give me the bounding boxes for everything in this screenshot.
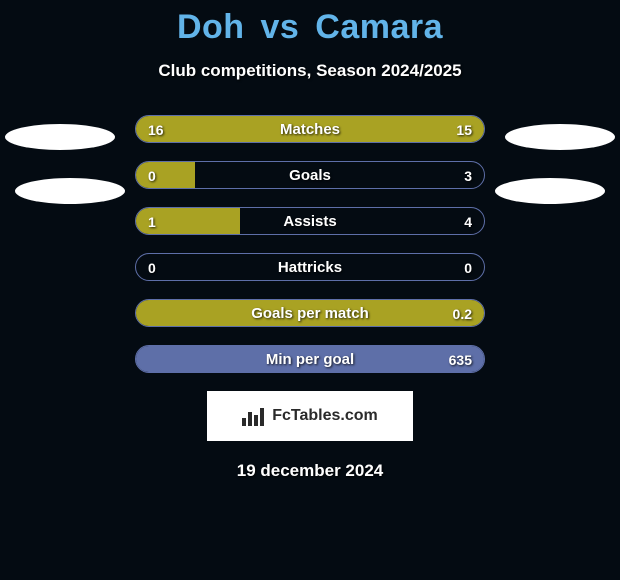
vs-text: vs	[261, 8, 300, 46]
stat-value-right: 0	[464, 254, 472, 281]
stat-value-right: 0.2	[453, 300, 472, 327]
stat-label: Goals per match	[136, 300, 484, 327]
logo-text: FcTables.com	[272, 407, 378, 425]
stat-row: Goals per match0.2	[135, 299, 485, 327]
stat-label: Assists	[136, 208, 484, 235]
bars-icon	[242, 406, 266, 426]
stat-row: 0Hattricks0	[135, 253, 485, 281]
stat-value-right: 635	[449, 346, 472, 373]
page-title: Doh vs Camara	[0, 0, 620, 47]
subtitle: Club competitions, Season 2024/2025	[0, 61, 620, 81]
stat-value-right: 4	[464, 208, 472, 235]
player1-name: Doh	[177, 8, 245, 46]
stat-value-right: 3	[464, 162, 472, 189]
stat-label: Min per goal	[136, 346, 484, 373]
comparison-infographic: Doh vs Camara Club competitions, Season …	[0, 0, 620, 580]
date-text: 19 december 2024	[0, 461, 620, 481]
stat-row: Min per goal635	[135, 345, 485, 373]
logo-box: FcTables.com	[207, 391, 413, 441]
stat-row: 0Goals3	[135, 161, 485, 189]
stat-row: 16Matches15	[135, 115, 485, 143]
stat-label: Goals	[136, 162, 484, 189]
stats-container: 16Matches150Goals31Assists40Hattricks0Go…	[0, 115, 620, 373]
player2-name: Camara	[315, 8, 443, 46]
stat-row: 1Assists4	[135, 207, 485, 235]
stat-label: Matches	[136, 116, 484, 143]
stat-value-right: 15	[456, 116, 472, 143]
stat-label: Hattricks	[136, 254, 484, 281]
